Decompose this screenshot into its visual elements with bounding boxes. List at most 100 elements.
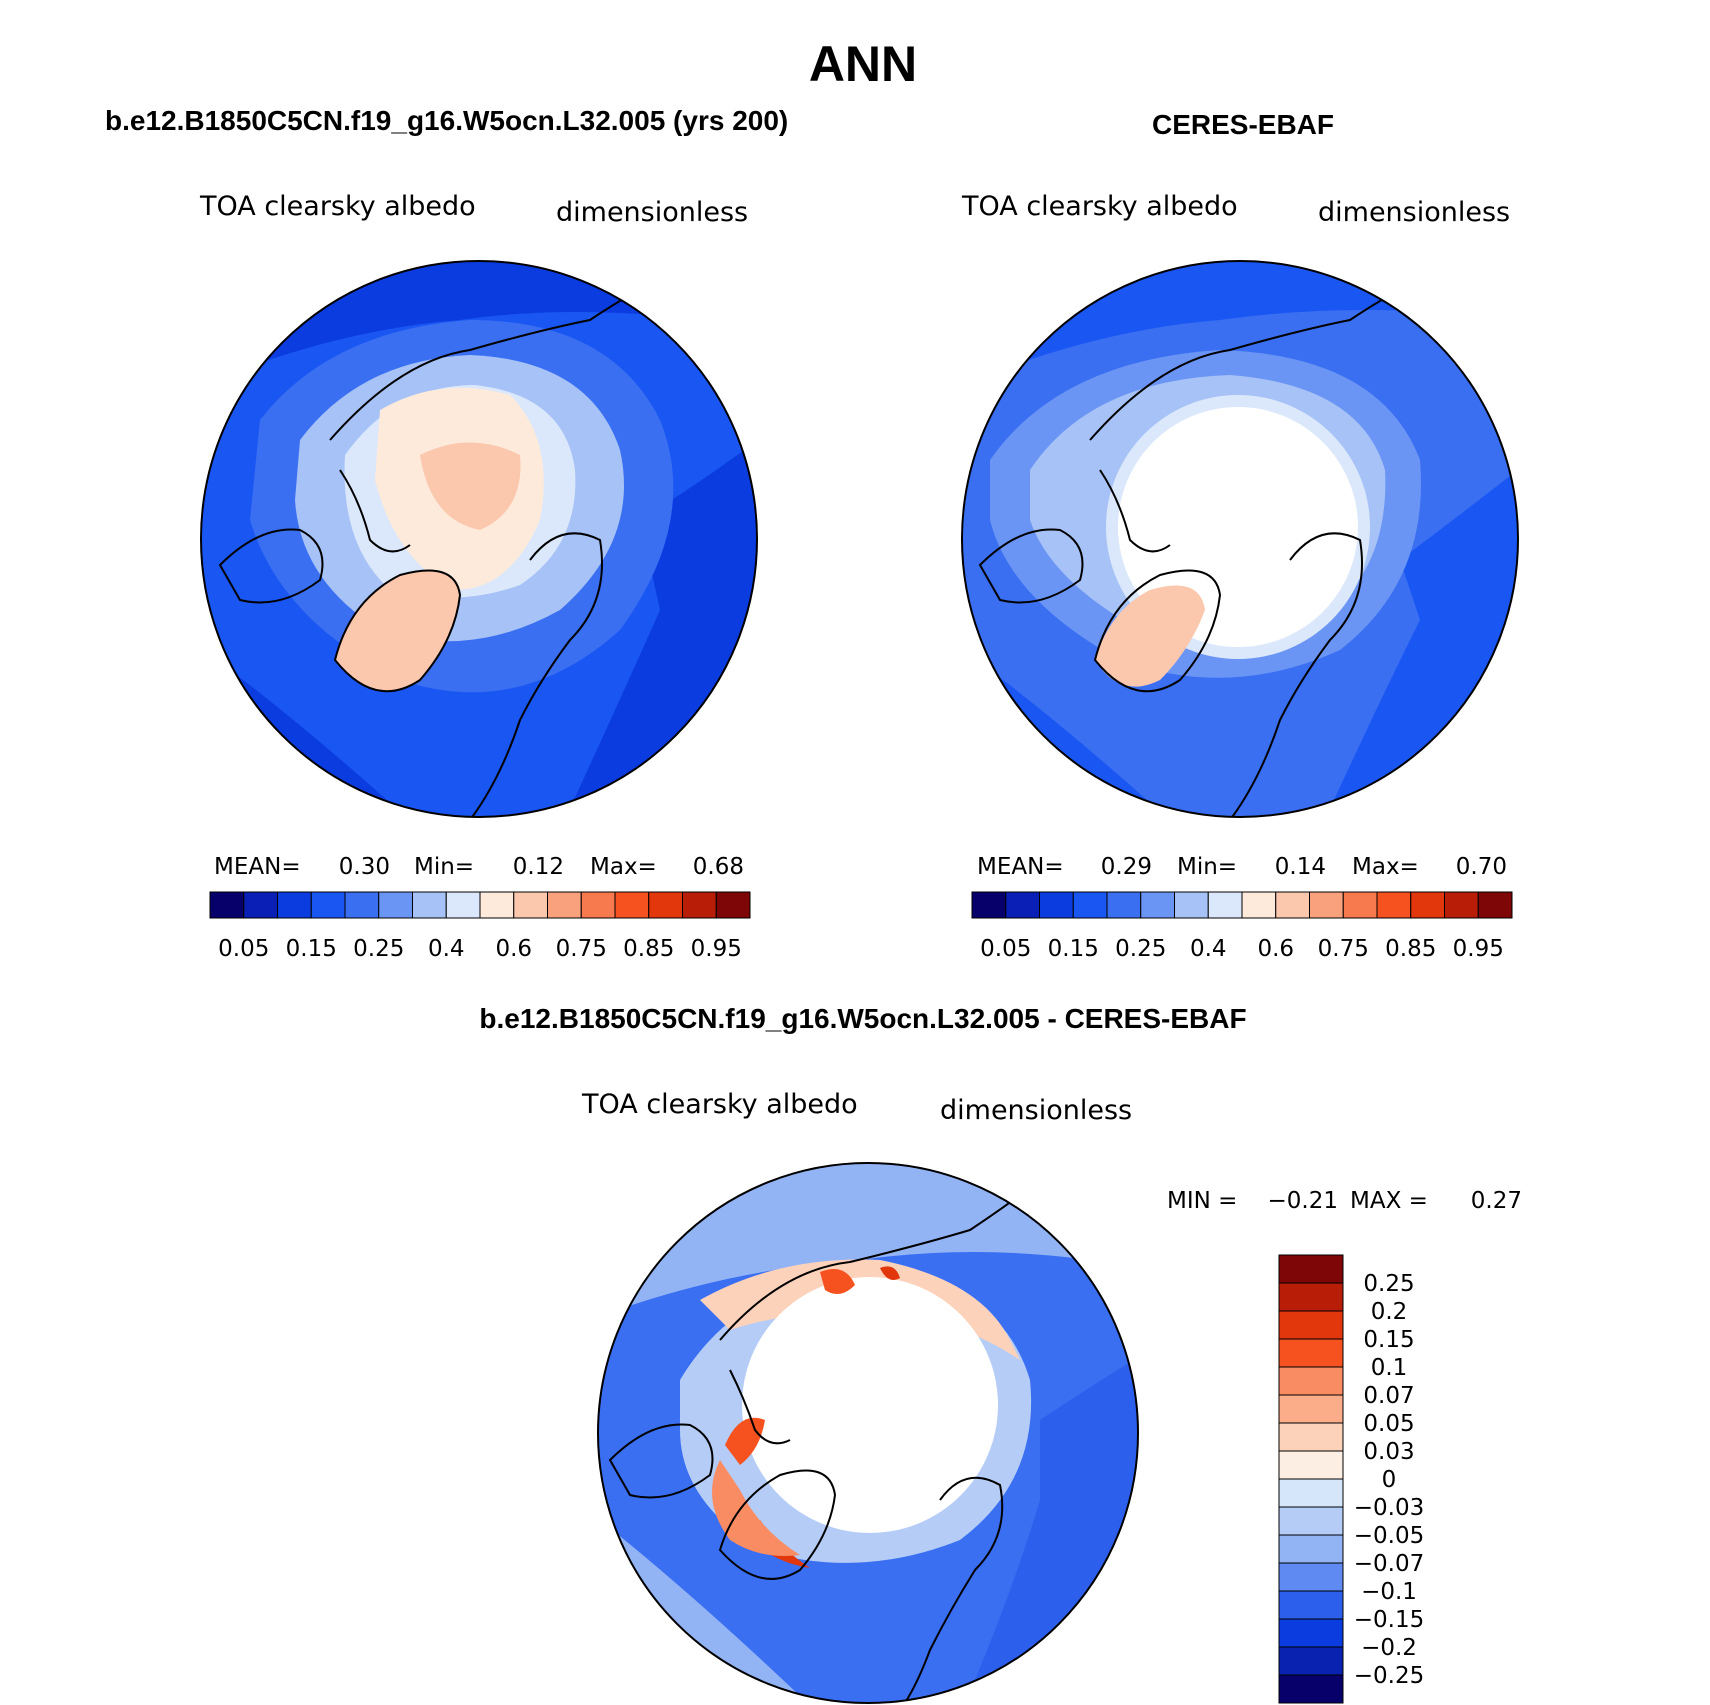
model-colorbar-swatch [445, 891, 481, 919]
obs-colorbar-tick-label: 0.6 [1257, 936, 1294, 962]
panel-obs: CERES-EBAF TOA clearsky albedo dimension… [961, 109, 1519, 962]
diff-colorbar-tick-label: −0.1 [1361, 1579, 1417, 1605]
model-map-border [200, 260, 758, 818]
model-colorbar-swatch [648, 891, 683, 919]
obs-coast-europe [1229, 532, 1363, 817]
diff-colorbar-tick-label: −0.25 [1354, 1663, 1424, 1689]
model-colorbar-tick-label: 0.85 [623, 936, 674, 962]
obs-max-value: 0.70 [1456, 854, 1507, 880]
diff-colorbar-swatch [1278, 1534, 1344, 1564]
diff-field-siberia-anomaly [820, 1268, 855, 1294]
model-colorbar-tick-label: 0.05 [218, 936, 269, 962]
model-colorbar-swatch [209, 891, 245, 919]
diff-colorbar-swatch [1278, 1310, 1344, 1340]
diff-colorbar-tick-label: 0.07 [1363, 1383, 1414, 1409]
diff-colorbar-swatch [1278, 1478, 1344, 1508]
obs-colorbar-swatch [1410, 891, 1445, 919]
diff-colorbar: 0.250.20.150.10.070.050.030−0.03−0.05−0.… [1278, 1254, 1424, 1704]
model-colorbar-tick-label: 0.6 [495, 936, 532, 962]
obs-panel-title: CERES-EBAF [1152, 109, 1334, 140]
obs-colorbar-tick-label: 0.4 [1190, 936, 1227, 962]
diff-colorbar-tick-label: −0.03 [1354, 1495, 1424, 1521]
obs-colorbar-swatch [1207, 891, 1243, 919]
obs-min-value: 0.14 [1275, 854, 1326, 880]
model-variable-label: TOA clearsky albedo [199, 191, 476, 222]
model-colorbar-swatch [614, 891, 650, 919]
diff-max-value: 0.27 [1471, 1188, 1522, 1214]
model-coast-alaska [218, 528, 324, 604]
diff-colorbar-tick-label: 0.1 [1371, 1355, 1408, 1381]
diff-min-value: −0.21 [1268, 1188, 1338, 1214]
model-min-label: Min= [414, 854, 474, 880]
diff-coast-siberia [719, 1194, 1021, 1341]
diff-colorbar-tick-label: −0.05 [1354, 1523, 1424, 1549]
model-colorbar-swatch [547, 891, 582, 919]
obs-colorbar-swatch [1174, 891, 1209, 919]
model-colorbar-swatch [310, 891, 346, 919]
obs-colorbar-tick-label: 0.05 [980, 936, 1031, 962]
diff-colorbar-swatch [1278, 1366, 1344, 1396]
obs-colorbar-tick-label: 0.75 [1318, 936, 1369, 962]
diff-colorbar-swatch [1278, 1394, 1344, 1424]
model-colorbar-tick-label: 0.4 [428, 936, 465, 962]
diff-colorbar-tick-label: 0 [1382, 1467, 1397, 1493]
diff-colorbar-tick-label: −0.07 [1354, 1551, 1424, 1577]
model-map [201, 261, 757, 817]
model-colorbar-tick-label: 0.25 [353, 936, 404, 962]
panel-diff: b.e12.B1850C5CN.f19_g16.W5ocn.L32.005 - … [479, 1003, 1522, 1704]
obs-max-label: Max= [1352, 854, 1419, 880]
model-colorbar-swatch [715, 891, 751, 919]
model-colorbar-swatch [580, 891, 616, 919]
diff-coast-alaska [608, 1423, 714, 1499]
diff-min-label: MIN = [1167, 1188, 1237, 1214]
diff-colorbar-swatch [1278, 1422, 1344, 1452]
model-mean-label: MEAN= [214, 854, 301, 880]
diff-colorbar-swatch [1278, 1254, 1344, 1284]
model-stats: MEAN= 0.30 Min= 0.12 Max= 0.68 [214, 854, 744, 880]
obs-colorbar-swatch [1376, 891, 1412, 919]
panel-model: b.e12.B1850C5CN.f19_g16.W5ocn.L32.005 (y… [105, 105, 788, 962]
diff-colorbar-swatch [1278, 1506, 1344, 1536]
model-colorbar-swatch [513, 891, 548, 919]
obs-colorbar-swatch [1275, 891, 1310, 919]
obs-map [962, 261, 1518, 817]
obs-colorbar-swatch [1039, 891, 1074, 919]
model-colorbar-swatch [682, 891, 717, 919]
diff-colorbar-tick-label: 0.25 [1363, 1271, 1414, 1297]
diff-units-label: dimensionless [940, 1095, 1132, 1126]
diff-max-label: MAX = [1350, 1188, 1428, 1214]
obs-coast-archipelago [1099, 469, 1171, 553]
diff-map [598, 1163, 1138, 1703]
model-units-label: dimensionless [556, 197, 748, 228]
model-coast-archipelago [339, 469, 411, 553]
diff-field-missing-data [742, 1277, 998, 1533]
obs-field-greenland [1095, 585, 1205, 687]
model-colorbar-swatch [479, 891, 515, 919]
obs-units-label: dimensionless [1318, 197, 1510, 228]
diff-colorbar-swatch [1278, 1450, 1344, 1480]
obs-colorbar-tick-label: 0.95 [1453, 936, 1504, 962]
obs-coast-greenland [1093, 569, 1222, 693]
obs-colorbar-swatch [1477, 891, 1513, 919]
model-max-value: 0.68 [693, 854, 744, 880]
model-colorbar-swatch [277, 891, 312, 919]
model-colorbar-tick-label: 0.15 [286, 936, 337, 962]
diff-coast-greenland [718, 1469, 837, 1580]
obs-colorbar-tick-label: 0.15 [1048, 936, 1099, 962]
model-colorbar-swatch [378, 891, 413, 919]
model-colorbar-tick-label: 0.75 [556, 936, 607, 962]
diff-colorbar-tick-label: 0.03 [1363, 1439, 1414, 1465]
obs-coast-siberia [1089, 289, 1401, 441]
obs-colorbar-swatch [1072, 891, 1108, 919]
obs-coast-alaska [978, 528, 1084, 604]
obs-map-border [961, 260, 1519, 818]
diff-panel-title: b.e12.B1850C5CN.f19_g16.W5ocn.L32.005 - … [479, 1003, 1246, 1034]
diff-colorbar-swatch [1278, 1338, 1344, 1368]
model-coast-siberia [329, 289, 641, 441]
model-coast-europe [469, 532, 603, 817]
obs-colorbar-tick-label: 0.25 [1115, 936, 1166, 962]
diff-colorbar-tick-label: −0.15 [1354, 1607, 1424, 1633]
diff-field-greenland-coast [712, 1460, 800, 1556]
obs-colorbar-swatch [1241, 891, 1277, 919]
model-max-label: Max= [590, 854, 657, 880]
